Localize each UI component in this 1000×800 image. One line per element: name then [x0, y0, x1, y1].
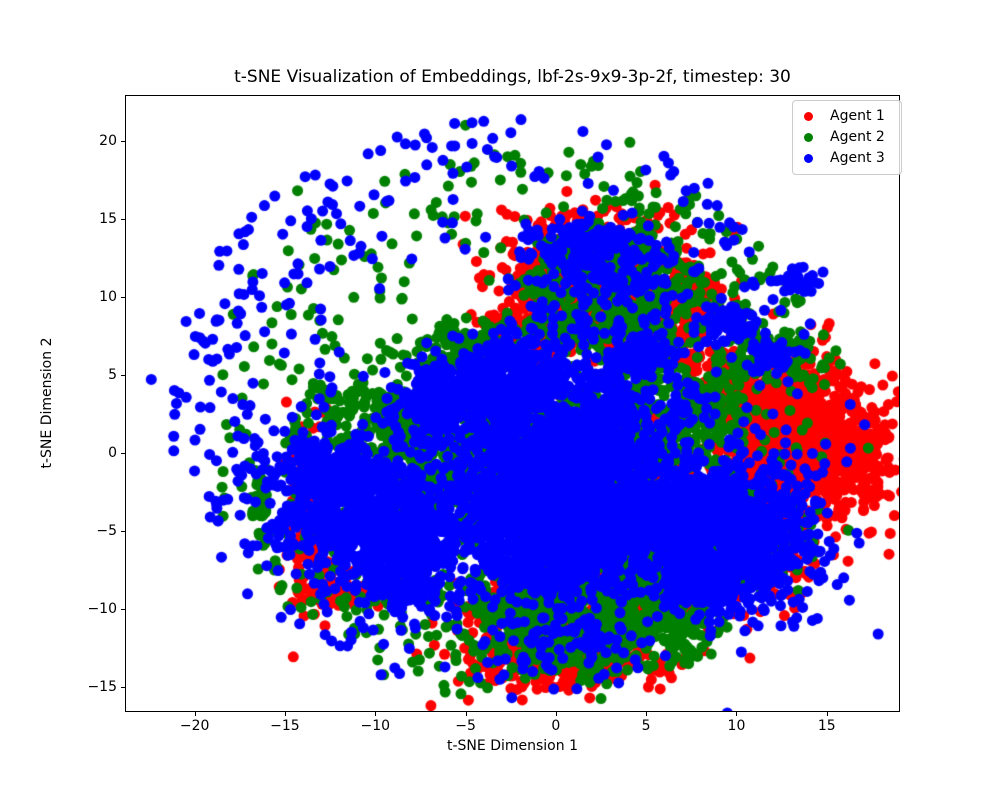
x-tick-label: −15 [270, 718, 300, 734]
scatter-canvas [126, 96, 899, 711]
plot-title: t-SNE Visualization of Embeddings, lbf-2… [234, 67, 791, 87]
x-tick-label: −5 [455, 718, 476, 734]
x-tick-label: 5 [641, 718, 651, 734]
y-tick-mark [121, 296, 125, 298]
legend-marker-agent-2-icon [804, 133, 813, 142]
y-tick-mark [121, 452, 125, 454]
x-tick-label: 15 [817, 718, 836, 734]
x-tick-label: 0 [551, 718, 561, 734]
x-tick-mark [736, 712, 738, 716]
y-tick-mark [121, 218, 125, 220]
y-tick-mark [121, 608, 125, 610]
x-tick-mark [194, 712, 196, 716]
y-tick-label: −10 [87, 600, 117, 617]
y-tick-mark [121, 530, 125, 532]
y-axis-label: t-SNE Dimension 2 [39, 337, 55, 469]
legend: Agent 1 Agent 2 Agent 3 [792, 100, 902, 175]
y-tick-mark [121, 374, 125, 376]
x-tick-mark [826, 712, 828, 716]
x-tick-mark [465, 712, 467, 716]
legend-item-agent-3: Agent 3 [793, 148, 897, 169]
legend-label-agent-2: Agent 2 [830, 129, 885, 145]
y-tick-label: 0 [108, 444, 117, 461]
legend-label-agent-1: Agent 1 [830, 108, 885, 124]
y-tick-mark [121, 686, 125, 688]
legend-marker-agent-3-icon [804, 154, 813, 163]
x-tick-mark [555, 712, 557, 716]
x-tick-mark [284, 712, 286, 716]
x-tick-mark [375, 712, 377, 716]
x-tick-mark [646, 712, 648, 716]
x-tick-label: −10 [360, 718, 391, 734]
y-tick-label: −15 [87, 678, 117, 695]
legend-item-agent-2: Agent 2 [793, 127, 897, 148]
legend-label-agent-3: Agent 3 [830, 150, 885, 166]
legend-marker-agent-1-icon [804, 112, 813, 121]
legend-item-agent-1: Agent 1 [793, 106, 897, 127]
axes-frame [125, 95, 900, 712]
y-tick-label: 10 [99, 288, 117, 305]
y-tick-mark [121, 140, 125, 142]
y-tick-label: 20 [99, 132, 117, 149]
x-axis-label: t-SNE Dimension 1 [447, 738, 578, 754]
y-tick-label: −5 [96, 522, 117, 539]
y-tick-label: 15 [99, 210, 117, 227]
x-tick-label: −20 [179, 718, 210, 734]
y-tick-label: 5 [108, 366, 117, 383]
x-tick-label: 10 [727, 718, 746, 734]
